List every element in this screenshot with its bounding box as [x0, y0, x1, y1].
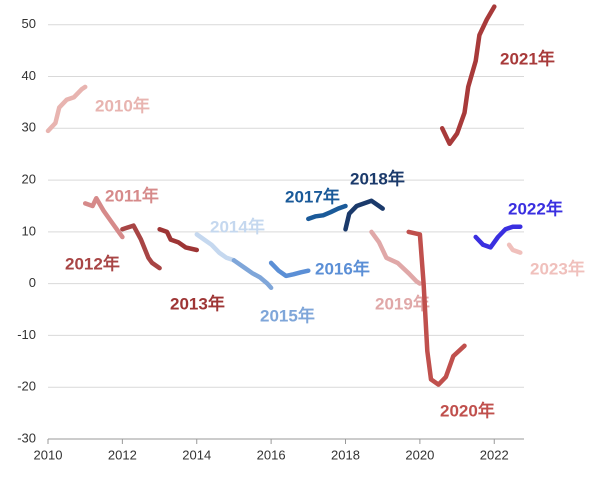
series-line — [157, 227, 200, 253]
series-line — [306, 203, 348, 222]
x-tick-label: 2010 — [34, 447, 63, 462]
series-line — [45, 84, 88, 134]
y-tick-label: 40 — [22, 68, 36, 83]
y-tick-label: 10 — [22, 223, 36, 238]
x-tick-label: 2012 — [108, 447, 137, 462]
series-line — [194, 232, 237, 263]
x-tick-label: 2014 — [182, 447, 211, 462]
series-label: 2020年 — [440, 400, 495, 420]
series-label: 2011年 — [105, 185, 159, 205]
series-label: 2015年 — [260, 305, 315, 325]
series-line — [473, 224, 523, 250]
x-tick-label: 2016 — [257, 447, 286, 462]
series-label: 2019年 — [375, 293, 430, 313]
x-tick-label: 2018 — [331, 447, 360, 462]
series-line — [369, 229, 423, 286]
series-label: 2017年 — [285, 186, 340, 206]
x-tick-label: 2020 — [405, 447, 434, 462]
series-line — [82, 195, 125, 240]
series-label: 2018年 — [350, 168, 405, 188]
series-label: 2021年 — [500, 48, 555, 68]
series-label: 2014年 — [210, 216, 265, 236]
series-line — [439, 4, 497, 147]
series-line — [343, 198, 385, 232]
series-line — [231, 258, 274, 291]
series-label: 2012年 — [65, 253, 120, 273]
series-label: 2010年 — [95, 95, 150, 115]
series-line — [268, 260, 311, 279]
series-line — [406, 229, 467, 387]
series-line — [120, 223, 162, 271]
y-tick-label: 30 — [22, 120, 36, 135]
series-label: 2016年 — [315, 258, 370, 278]
y-tick-label: 0 — [29, 275, 36, 290]
series-label: 2013年 — [170, 293, 225, 313]
y-tick-label: -20 — [17, 379, 36, 394]
y-tick-label: 50 — [22, 16, 36, 31]
series-line — [506, 242, 523, 255]
series-label: 2022年 — [508, 198, 563, 218]
y-tick-label: -30 — [17, 430, 36, 445]
series-label: 2023年 — [530, 258, 585, 278]
y-tick-label: 20 — [22, 172, 36, 187]
x-tick-label: 2022 — [480, 447, 509, 462]
y-tick-label: -10 — [17, 327, 36, 342]
